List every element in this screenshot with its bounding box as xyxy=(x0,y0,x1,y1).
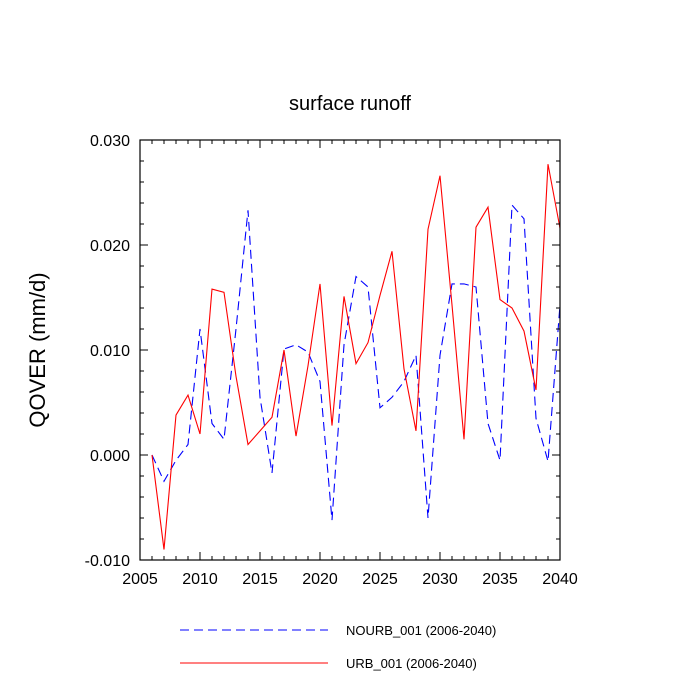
x-tick-label: 2010 xyxy=(182,571,218,588)
y-tick-label: 0.030 xyxy=(90,133,130,150)
y-tick-label: 0.010 xyxy=(90,343,130,360)
y-tick-label: 0.000 xyxy=(90,448,130,465)
series-line-nourb xyxy=(151,203,561,521)
x-tick-label: 2020 xyxy=(302,571,338,588)
legend: NOURB_001 (2006-2040) URB_001 (2006-2040) xyxy=(180,623,496,671)
legend-label-urb: URB_001 (2006-2040) xyxy=(346,656,477,671)
chart-title: surface runoff xyxy=(289,93,411,115)
series-layer xyxy=(151,164,561,550)
x-tick-label: 2005 xyxy=(122,571,158,588)
x-tick-label: 2040 xyxy=(542,571,578,588)
y-tick-label: -0.010 xyxy=(85,553,130,570)
x-tick-label: 2030 xyxy=(422,571,458,588)
x-tick-label: 2015 xyxy=(242,571,278,588)
x-tick-label: 2025 xyxy=(362,571,398,588)
x-tick-label: 2035 xyxy=(482,571,518,588)
series-line-urb xyxy=(151,164,561,550)
axes-layer: 2005 2010 2015 2020 2025 2030 2035 2040 -0.010 0.… xyxy=(85,133,578,588)
legend-label-nourb: NOURB_001 (2006-2040) xyxy=(346,623,496,638)
y-tick-label: 0.020 xyxy=(90,238,130,255)
y-axis-label: QOVER (mm/d) xyxy=(25,272,50,427)
